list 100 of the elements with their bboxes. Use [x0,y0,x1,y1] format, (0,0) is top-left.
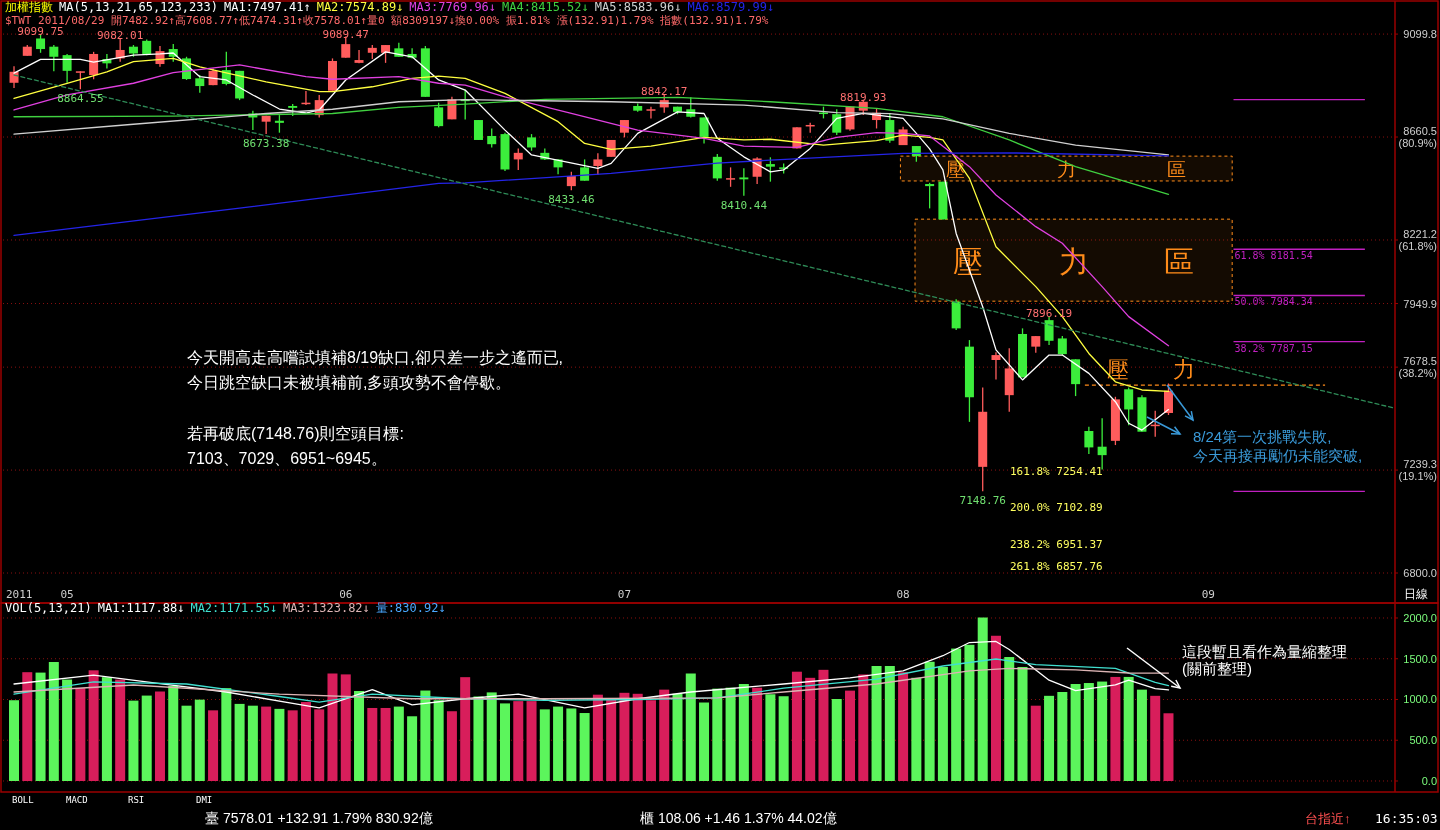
bar [181,705,192,781]
bar [579,713,590,781]
ref-line-label: 50.0% 7984.34 [1234,296,1313,308]
text: MA3:1323.82↓ [283,601,370,615]
bar [1017,666,1028,781]
bar [1070,684,1081,781]
bar [500,703,510,781]
text: 臺 7578.01 +132.91 1.79% 830.92億 [205,810,433,826]
bar [35,672,46,781]
bar [685,673,696,781]
bar [62,679,73,781]
candlestick [36,33,46,54]
bar [314,709,325,781]
bar [327,673,338,781]
bar [858,674,869,781]
y-tick-label: 6800.0 [1403,567,1437,580]
candlestick [89,51,99,80]
x-tick-label: 07 [617,588,632,601]
bar [659,689,670,781]
candlestick [1084,426,1094,455]
bar [778,696,789,781]
y-tick-label: 1000.0 [1403,693,1437,706]
ref-line-label: 38.2% 7787.15 [1234,342,1313,354]
candlestick [487,127,497,149]
bar [526,701,537,781]
bar [990,635,1001,781]
bar [831,699,842,781]
bar [818,669,829,781]
bar [261,706,272,781]
candlestick [726,166,736,188]
annotation: 8433.46 [548,193,595,207]
y-tick-label: 500.0 [1409,734,1437,747]
annotation: 8410.44 [720,198,768,212]
text: MA4:8415.52↓ [502,0,589,14]
y-tick-label: 7678.5 (38.2%) [1398,355,1437,380]
candlestick [646,106,656,120]
bar [791,671,802,781]
bar [247,705,258,781]
ref-line-label: 61.8% 8181.54 [1234,250,1313,262]
text: 日線 [1404,587,1428,601]
y-tick-label: 8221.2 (61.8%) [1398,227,1437,252]
bar [1044,695,1055,781]
bar [752,687,763,781]
text: MA3:7769.96↓ [409,0,497,14]
candlestick [1124,386,1134,426]
bar [738,684,749,781]
annotation: 9099.75 [17,25,64,39]
bar [473,696,484,781]
text: 16:35:03 [1375,811,1438,826]
bar [88,670,99,781]
candlestick [49,44,59,72]
bar [1163,713,1174,781]
text: MA1:7497.41↑ [223,0,311,14]
bar [1004,657,1015,781]
bar [460,677,471,781]
annotation: 8/24第一次挑戰失敗, 今天再接再勵仍未能突破, [1193,428,1363,464]
bar [433,700,444,781]
text: 台指近↑ [1305,811,1351,826]
annotation: 9082.01 [96,29,144,43]
bar [539,709,550,781]
x-tick-label: 06 [339,588,353,601]
bar [340,674,351,781]
annotation: 8673.38 [242,137,290,151]
bar [168,685,179,781]
bar [606,699,617,781]
bar [898,672,909,781]
annotation: 7148.76 [959,494,1006,508]
bar [566,708,577,781]
bar [380,707,391,781]
line-series [13,640,1170,709]
y-tick-label: 0.0 [1421,775,1437,787]
text: BOLL [12,795,34,805]
chart-subtitle: MA(5,13,21,65,123,233) [59,0,218,14]
bar [725,687,736,781]
annotation: 261.8% 6857.76 [1010,560,1103,573]
bar [221,688,232,781]
annotation: 238.2% 6951.37 [1010,538,1103,551]
candlestick [566,171,576,191]
chart-title: VOL(5,13,21) [5,601,92,615]
y-tick-label: 2000.0 [1403,612,1437,624]
bar [128,700,139,781]
annotation: 8842.17 [641,85,688,99]
bar [1136,689,1147,781]
bar [22,672,33,781]
annotation: 這段暫且看作為量縮整理 (關前整理) [1182,643,1347,677]
candlestick [593,152,603,176]
line-series [13,667,1170,700]
text: MA6:8579.99↓ [687,0,775,14]
candlestick [832,108,842,136]
candlestick [354,49,364,64]
bar [924,661,935,781]
bar [1030,705,1041,781]
text: MACD [66,795,88,805]
bar [446,711,457,781]
bar [672,693,683,781]
bar [977,617,988,781]
bar [115,679,126,781]
bar [287,710,298,781]
bar [407,716,418,781]
y-tick-label: 7239.3 (19.1%) [1398,458,1437,483]
